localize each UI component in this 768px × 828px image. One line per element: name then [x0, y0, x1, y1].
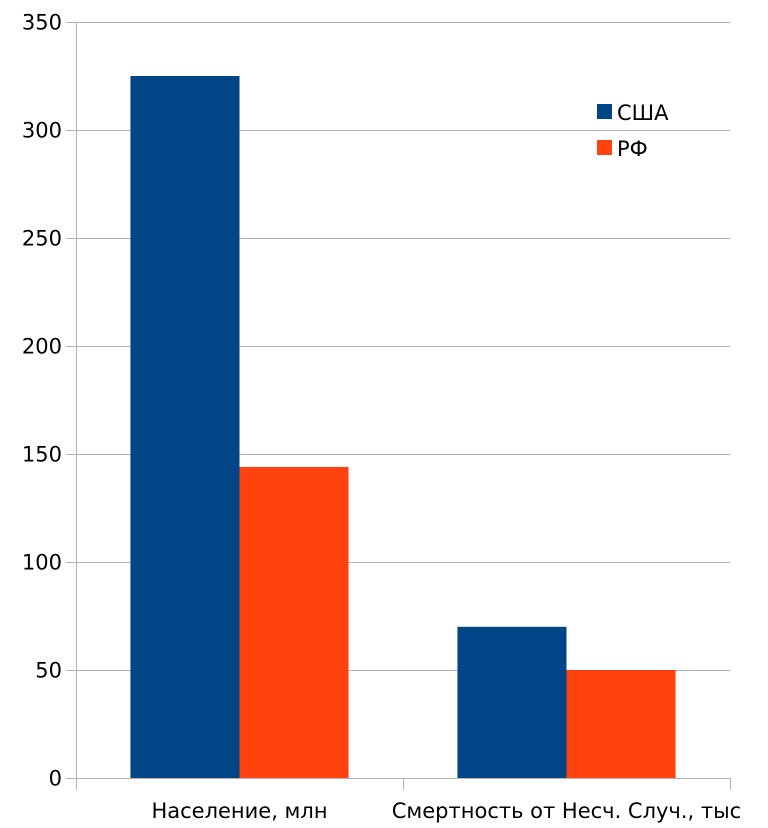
legend-swatch: [597, 140, 612, 155]
y-tick-label: 0: [49, 767, 62, 791]
x-category-label: Смертность от Несч. Случ., тыс: [392, 799, 741, 823]
y-tick-label: 300: [22, 119, 62, 143]
bars: [130, 76, 676, 778]
bar-usa: [457, 626, 567, 778]
x-category-labels: Население, млн Смертность от Несч. Случ.,…: [151, 799, 741, 823]
y-tick-labels: 0 50 100 150 200 250 300 350: [22, 11, 62, 791]
axes: [76, 22, 731, 790]
bar-usa: [130, 76, 240, 778]
y-tick-label: 350: [22, 11, 62, 35]
legend: США РФ: [597, 101, 669, 161]
x-category-label: Население, млн: [151, 799, 327, 823]
legend-label: РФ: [617, 137, 648, 161]
y-tick-label: 50: [35, 659, 62, 683]
bar-rf: [566, 670, 676, 778]
y-tick-label: 200: [22, 335, 62, 359]
legend-swatch: [597, 104, 612, 119]
bar-rf: [239, 466, 349, 778]
y-tick-label: 100: [22, 551, 62, 575]
y-tick-label: 250: [22, 227, 62, 251]
y-tick-label: 150: [22, 443, 62, 467]
legend-label: США: [617, 101, 669, 125]
